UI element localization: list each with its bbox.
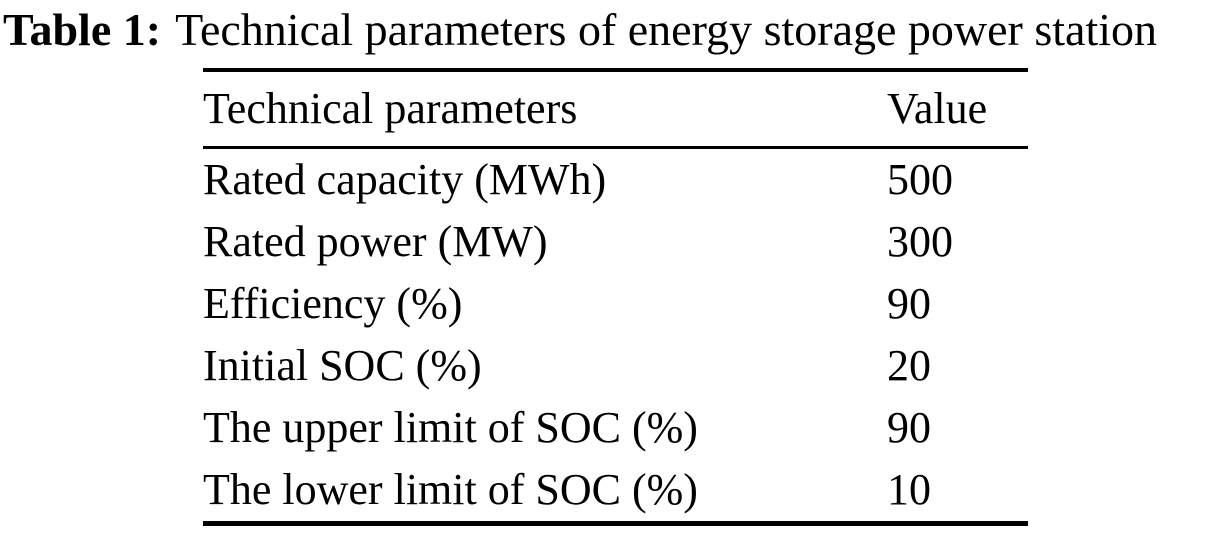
parameter-cell: Initial SOC (%) — [203, 341, 482, 390]
parameter-cell: Rated capacity (MWh) — [203, 155, 607, 204]
parameter-cell: The lower limit of SOC (%) — [203, 465, 698, 514]
value-cell: 90 — [887, 403, 931, 452]
table-row: Efficiency (%) 90 — [203, 273, 1028, 335]
table-row: Rated power (MW) 300 — [203, 211, 1028, 273]
value-cell: 20 — [887, 341, 931, 390]
value-cell: 90 — [887, 279, 931, 328]
table-row: Initial SOC (%) 20 — [203, 335, 1028, 397]
table-caption-label: Table 1: — [3, 4, 162, 55]
table-header-row: Technical parameters Value — [203, 69, 1028, 149]
table-row: The upper limit of SOC (%) 90 — [203, 397, 1028, 459]
value-cell: 300 — [887, 217, 953, 266]
table-row: Rated capacity (MWh) 500 — [203, 147, 1028, 211]
parameter-cell: The upper limit of SOC (%) — [203, 403, 698, 452]
value-cell: 10 — [887, 465, 931, 514]
parameter-cell: Efficiency (%) — [203, 279, 463, 328]
parameter-cell: Rated power (MW) — [203, 217, 548, 266]
value-cell: 500 — [887, 155, 953, 204]
column-header-technical-parameters: Technical parameters — [203, 69, 887, 149]
table-caption: Table 1: Technical parameters of energy s… — [0, 0, 1217, 59]
table-row: The lower limit of SOC (%) 10 — [203, 459, 1028, 524]
parameters-table: Technical parameters Value Rated capacit… — [203, 67, 1028, 526]
column-header-value: Value — [887, 69, 1028, 149]
table-caption-text: Technical parameters of energy storage p… — [175, 4, 1158, 55]
